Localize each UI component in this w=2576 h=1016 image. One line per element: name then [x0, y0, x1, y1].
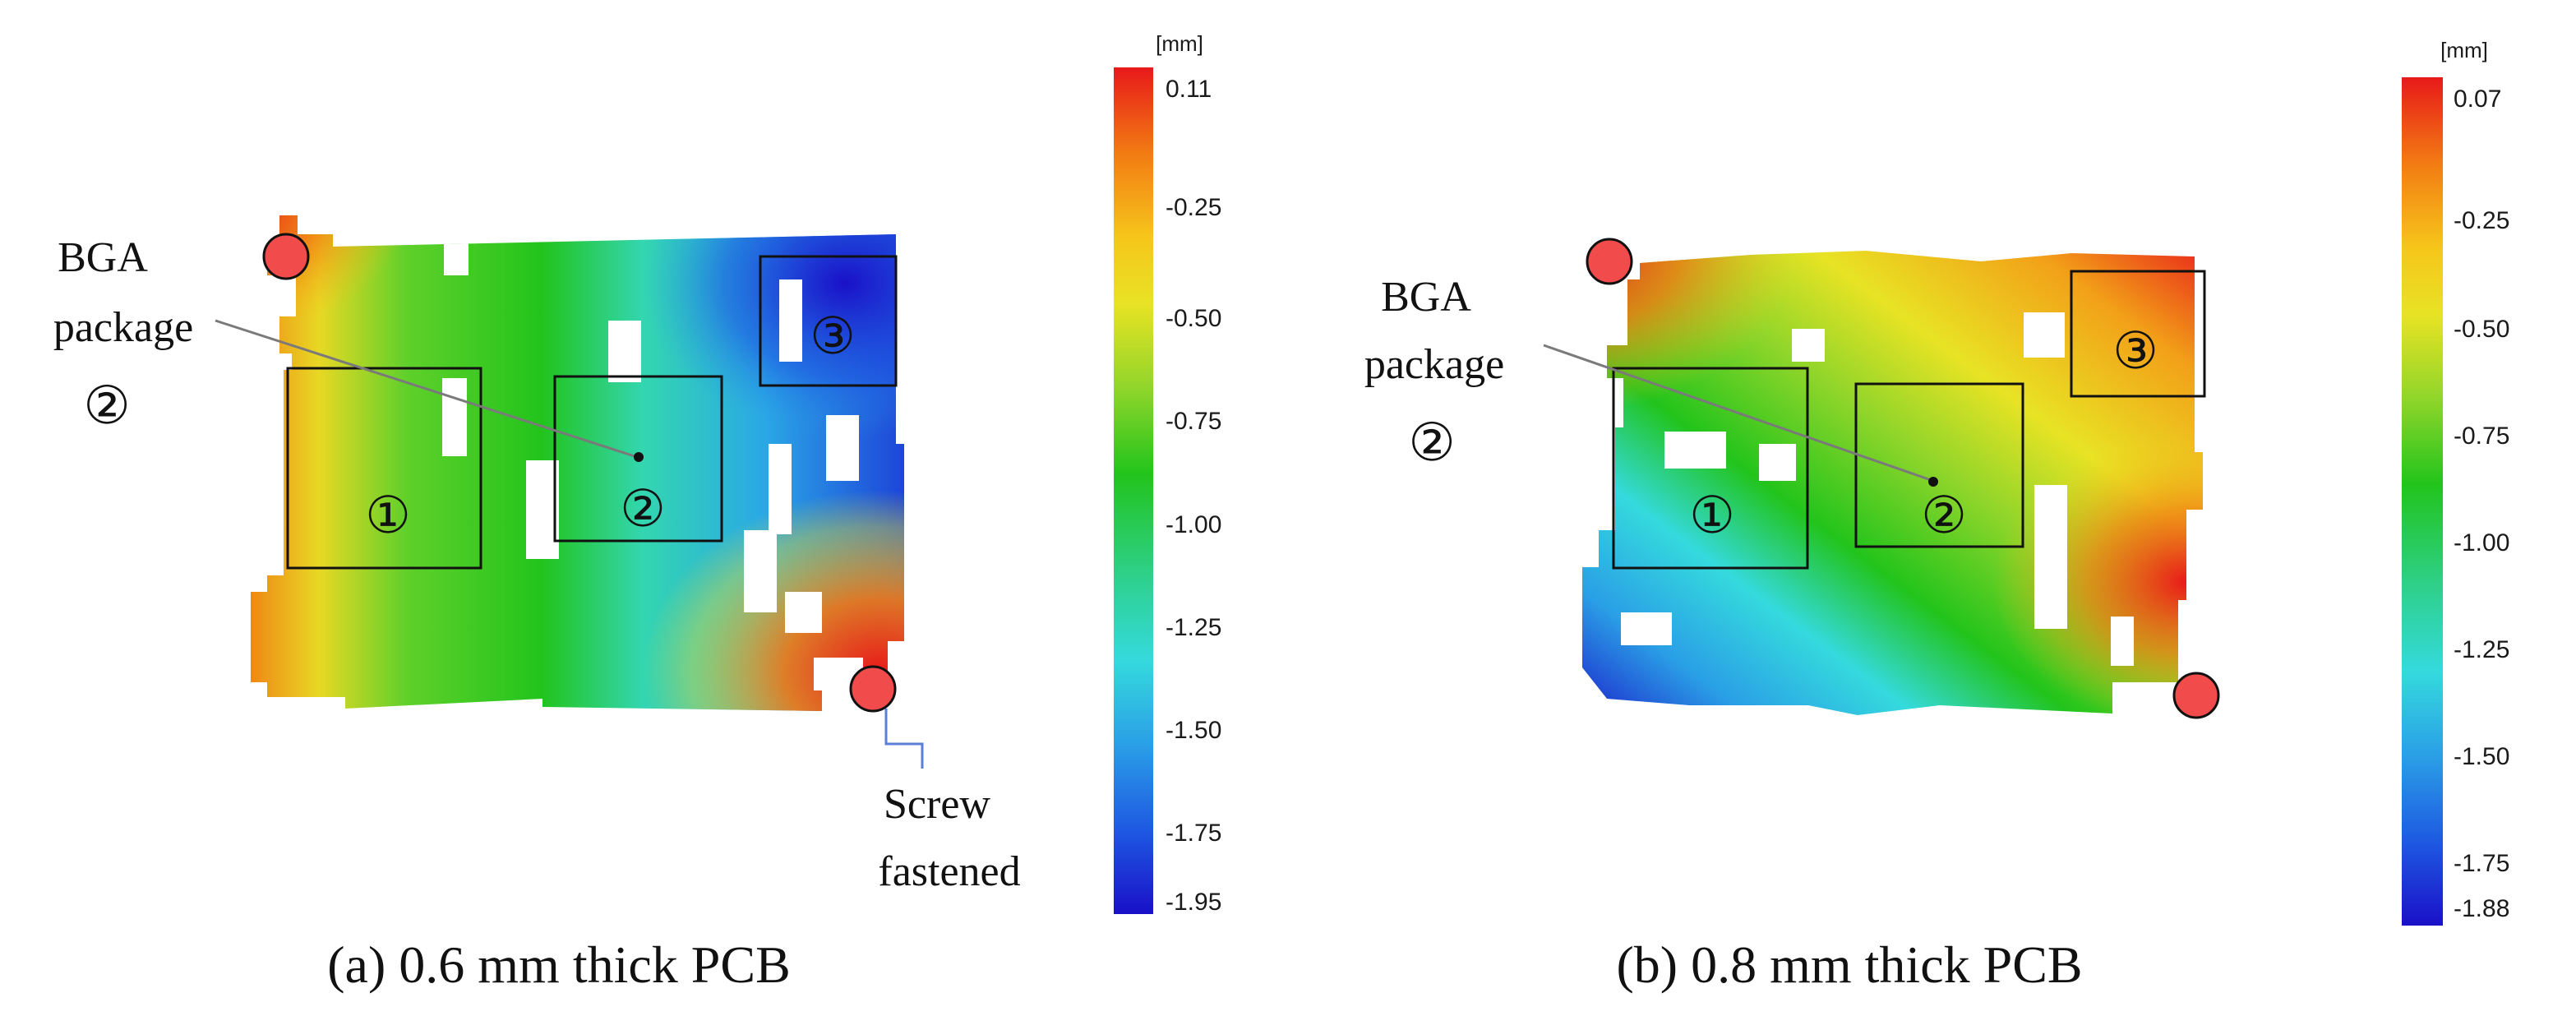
screw-marker-top-b	[1586, 238, 1633, 285]
component-marker-1-b: ①	[1689, 485, 1735, 545]
bga-leader-line-a	[215, 319, 638, 459]
bga-label-num-b: ②	[1408, 413, 1455, 473]
colorbar-unit-b: [mm]	[2440, 38, 2488, 62]
screw-marker-top-a	[262, 233, 310, 280]
colorbar-tick-b: -0.50	[2454, 316, 2509, 343]
caption-a: (a) 0.6 mm thick PCB	[327, 935, 791, 994]
screw-marker-bottom-a	[849, 665, 897, 713]
colorbar-tick-b: -1.50	[2454, 743, 2509, 770]
component-marker-2-a: ②	[620, 478, 666, 538]
screw-leader-line-a	[884, 709, 924, 769]
colorbar-b	[2402, 77, 2443, 926]
colorbar-tick-a: -1.50	[1166, 717, 1221, 744]
bga-point-a	[634, 452, 644, 462]
bga-label-line1-b: BGA	[1381, 274, 1471, 321]
component-marker-3-b: ③	[2112, 321, 2158, 381]
component-box-3-b	[2070, 270, 2206, 398]
bga-point-b	[1928, 477, 1938, 487]
pcb-b-deformation-field	[1582, 251, 2203, 715]
panel-b: ① ② ③ BGA package ② [mm] 0.07 -0.25 -0.5…	[1364, 38, 2510, 994]
component-marker-1-a: ①	[365, 485, 411, 545]
screw-label-line2-a: fastened	[878, 848, 1020, 895]
component-box-1-a	[286, 367, 482, 570]
component-box-3-a	[759, 255, 898, 387]
pcb-a-deformation-field	[251, 215, 904, 711]
colorbar-ticks-a: 0.11 -0.25 -0.50 -0.75 -1.00 -1.25 -1.50…	[1166, 76, 1221, 916]
colorbar-tick-a: -1.95	[1166, 889, 1221, 916]
panel-a: ① ② ③ BGA package ② Screw fastened [mm] …	[53, 31, 1222, 994]
bga-label-line1-a: BGA	[58, 234, 148, 281]
bga-label-num-a: ②	[83, 376, 130, 436]
screw-label-line1-a: Screw	[884, 781, 990, 828]
component-box-1-b	[1612, 367, 1809, 570]
colorbar-tick-b: -1.75	[2454, 850, 2509, 877]
bga-label-line2-b: package	[1364, 341, 1504, 388]
bga-label-line2-a: package	[53, 304, 193, 351]
colorbar-tick-b: -0.25	[2454, 207, 2509, 234]
colorbar-tick-b: -1.00	[2454, 529, 2509, 556]
colorbar-tick-a: -0.50	[1166, 305, 1221, 332]
screw-marker-bottom-b	[2172, 672, 2220, 719]
colorbar-tick-a: -1.25	[1166, 614, 1221, 641]
colorbar-unit-a: [mm]	[1156, 31, 1203, 56]
caption-b: (b) 0.8 mm thick PCB	[1616, 935, 2082, 994]
colorbar-a	[1114, 67, 1153, 914]
bga-leader-line-b	[1543, 344, 1934, 483]
component-marker-3-a: ③	[810, 306, 856, 366]
colorbar-tick-a: -1.00	[1166, 511, 1221, 538]
colorbar-tick-a: -0.25	[1166, 194, 1221, 221]
colorbar-tick-b: -1.25	[2454, 636, 2509, 663]
colorbar-tick-a: -0.75	[1166, 408, 1221, 435]
colorbar-tick-b: -0.75	[2454, 423, 2509, 450]
colorbar-tick-a: 0.11	[1166, 76, 1212, 103]
component-box-2-b	[1854, 382, 2024, 548]
colorbar-tick-b: 0.07	[2454, 85, 2501, 113]
component-marker-2-b: ②	[1921, 485, 1967, 545]
colorbar-tick-b: -1.88	[2454, 895, 2509, 922]
colorbar-ticks-b: 0.07 -0.25 -0.50 -0.75 -1.00 -1.25 -1.50…	[2454, 85, 2509, 922]
component-box-2-a	[553, 375, 723, 543]
colorbar-tick-a: -1.75	[1166, 820, 1221, 847]
